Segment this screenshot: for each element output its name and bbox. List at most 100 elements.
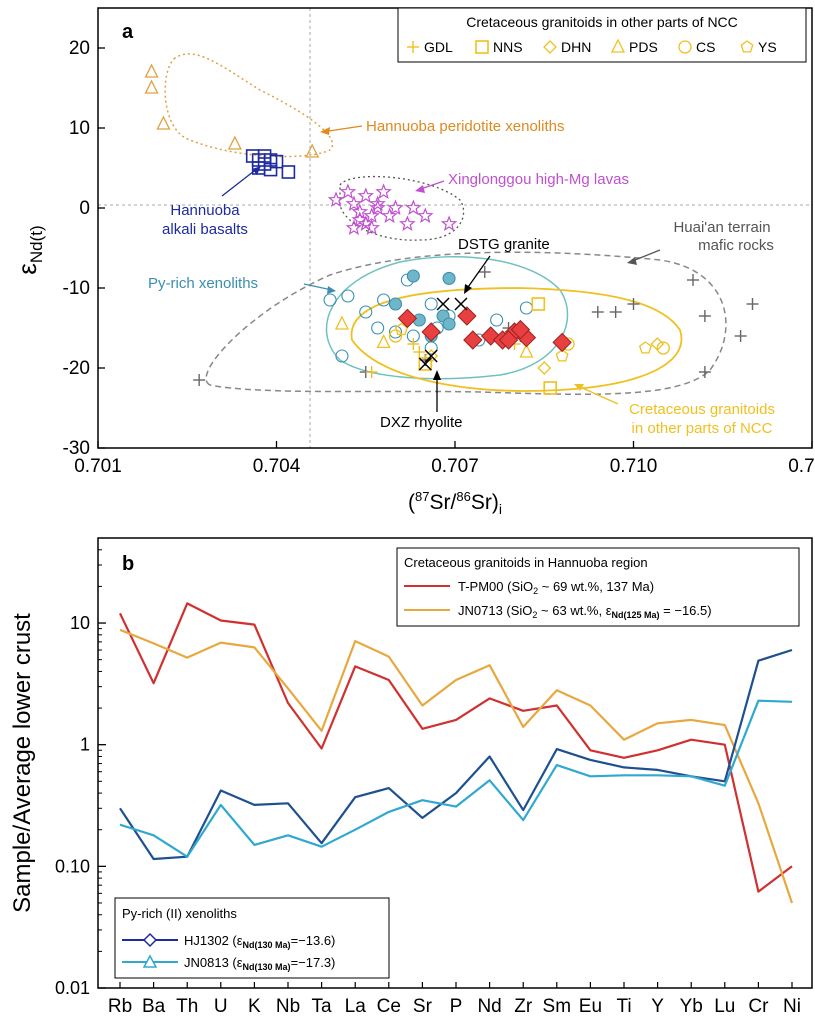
x-tick-label-a: 0.713	[788, 456, 815, 477]
data-point	[638, 341, 652, 354]
data-point	[388, 325, 403, 339]
x-category-label: P	[450, 996, 463, 1016]
series-hannuoba-peridotite-xenoliths	[144, 63, 320, 158]
data-point	[478, 266, 491, 278]
annot-alkali-2: alkali basalts	[162, 221, 248, 238]
x-category-label: Cr	[748, 996, 769, 1016]
legend-a-box	[397, 7, 807, 63]
x-category-label: La	[345, 996, 367, 1016]
data-point	[351, 203, 369, 220]
legend-a-items: GDL NNS DHN PDS CS YS	[407, 38, 777, 55]
data-point	[341, 289, 355, 303]
series-line-hj1302	[119, 648, 793, 861]
series-py-rich-xenoliths	[323, 273, 533, 363]
data-point	[627, 298, 640, 310]
data-point	[656, 341, 670, 355]
legend-a-label: NNS	[493, 39, 523, 55]
series-hannuoba-alkali-basalts	[245, 149, 296, 179]
data-point	[418, 357, 432, 371]
data-point	[376, 333, 391, 349]
panel-b-lines	[119, 602, 794, 904]
data-point	[490, 313, 504, 327]
data-point	[734, 330, 747, 342]
x-tick-label-a: 0.704	[253, 456, 301, 477]
arrow-alkali	[221, 167, 259, 197]
region-peridotite	[164, 53, 334, 158]
series-dstg-granite	[397, 306, 572, 353]
data-point	[531, 297, 546, 311]
data-point	[687, 274, 699, 286]
x-tick-label-a: 0.710	[610, 456, 658, 477]
data-point	[394, 322, 408, 336]
arrowhead-peridotite	[320, 127, 330, 135]
data-point	[436, 297, 450, 311]
data-point	[416, 207, 434, 224]
legend-b-top: Cretaceous granitoids in Hannuoba region…	[396, 547, 800, 627]
x-category-label: Sr	[413, 996, 433, 1016]
panel-b: 10 1 0.10 0.01 Rb Ba Th U K Nb Ta La Ce Sr P Nd Zr Sm Eu Ti…	[9, 537, 813, 1016]
y-tick-label-a: -20	[63, 358, 90, 379]
x-category-label: Ba	[142, 996, 166, 1016]
data-point	[381, 207, 398, 224]
data-point	[369, 195, 386, 212]
data-point	[363, 207, 381, 224]
legend-b-bottom-label-1: HJ1302 (εNd(130 Ma)=−13.6)	[184, 933, 335, 950]
x-category-label: Zr	[514, 996, 533, 1016]
data-point	[537, 361, 552, 375]
data-point	[359, 305, 373, 319]
legend-b-top-label-2: JN0713 (SiO2 ~ 63 wt.%, εNd(125 Ma) = −1…	[458, 603, 712, 620]
data-point	[543, 381, 558, 395]
data-point	[305, 143, 320, 158]
y-tick-label-a: -30	[63, 438, 90, 459]
legend-a: Cretaceous granitoids in other parts of …	[397, 7, 807, 63]
legend-a-symbol-square	[475, 40, 489, 54]
data-point	[388, 329, 403, 343]
legend-b-bottom-box	[114, 897, 390, 979]
x-tick-label-a: 0.701	[74, 456, 122, 477]
data-point	[339, 183, 357, 200]
annot-pyrich: Py-rich xenoliths	[148, 275, 258, 292]
y-axis-title-b: Sample/Average lower crust	[9, 613, 36, 913]
x-category-label: Ta	[312, 996, 333, 1016]
arrow-dstg	[465, 255, 491, 291]
arrowhead-cretaceous	[574, 384, 584, 391]
data-point	[227, 135, 242, 150]
annot-cretaceous-1: Cretaceous granitoids	[629, 401, 775, 418]
annot-alkali-1: Hannuoba	[170, 202, 240, 219]
annot-cretaceous-2: in other parts of NCC	[632, 420, 773, 437]
legend-a-symbol-plus	[407, 41, 419, 53]
x-category-label: Eu	[579, 996, 602, 1016]
x-category-label: Ti	[616, 996, 631, 1016]
x-category-label: Y	[651, 996, 664, 1016]
legend-a-label: CS	[696, 39, 715, 55]
series-xinglonggou-high-mg-lavas	[327, 183, 458, 236]
legend-a-symbol-triangle	[610, 38, 626, 53]
data-point	[698, 366, 711, 378]
data-point	[698, 310, 711, 322]
data-point	[442, 317, 456, 331]
legend-b-top-title: Cretaceous granitoids in Hannuoba region	[404, 555, 648, 570]
y-tick-label-a: 10	[69, 118, 90, 139]
data-point-b	[424, 349, 438, 363]
data-point	[418, 357, 433, 371]
data-point	[365, 366, 378, 378]
data-point	[454, 297, 468, 311]
data-point	[335, 349, 349, 363]
data-point	[442, 271, 456, 285]
data-point	[375, 183, 392, 200]
data-point	[405, 199, 422, 216]
data-point	[498, 330, 519, 350]
y-tick-label-b: 0.01	[55, 978, 90, 998]
data-point	[519, 343, 534, 358]
annot-dxz: DXZ rhyolite	[380, 414, 463, 431]
data-point	[399, 215, 416, 232]
data-point-b	[454, 297, 468, 311]
legend-a-label: GDL	[424, 39, 453, 55]
x-category-label: Nb	[276, 996, 300, 1016]
data-point	[424, 349, 439, 363]
x-category-label: Ce	[377, 996, 401, 1016]
legend-b-top-label-1: T-PM00 (SiO2 ~ 69 wt.%, 137 Ma)	[458, 579, 654, 596]
legend-b-bottom-label-2: JN0813 (εNd(130 Ma)=−17.3)	[184, 955, 335, 972]
data-point	[440, 215, 458, 232]
data-point	[552, 332, 572, 353]
